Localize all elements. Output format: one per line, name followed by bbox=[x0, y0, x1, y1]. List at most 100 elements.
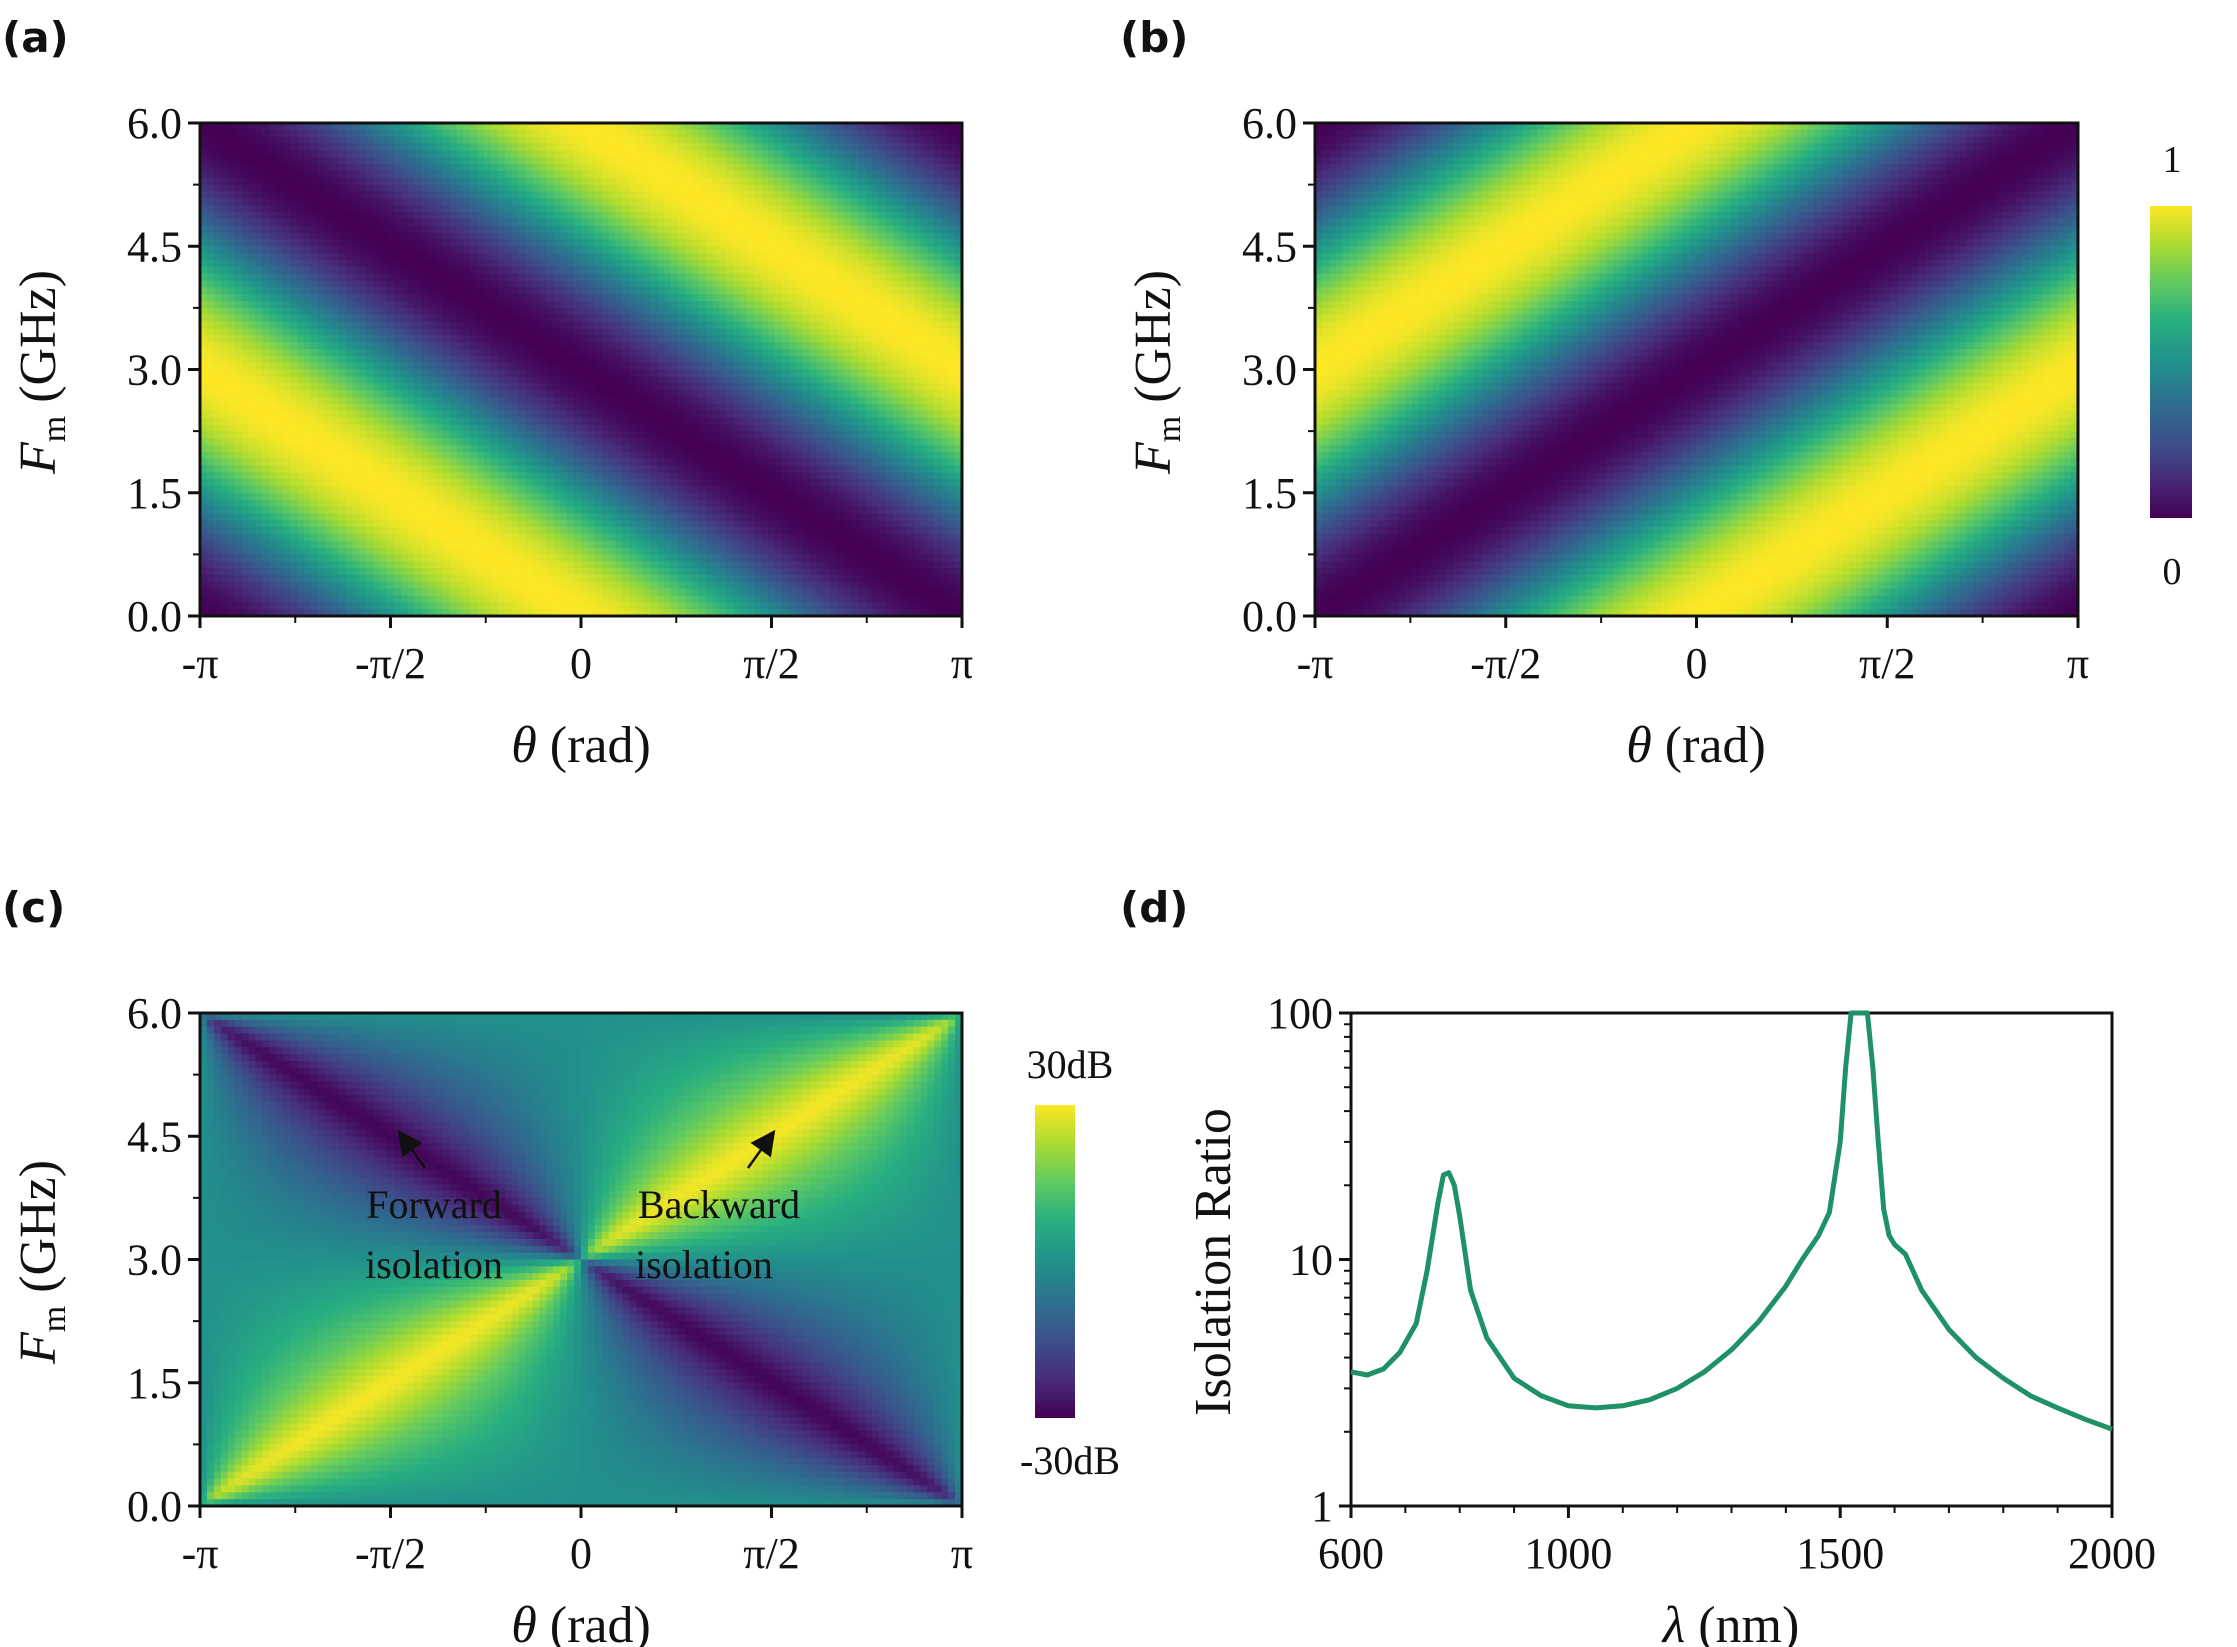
heatmap-cell bbox=[574, 259, 582, 268]
heatmap-cell bbox=[560, 410, 568, 419]
heatmap-cell bbox=[546, 342, 554, 350]
heatmap-cell bbox=[449, 396, 457, 405]
heatmap-cell bbox=[941, 157, 949, 165]
heatmap-cell bbox=[927, 246, 935, 254]
heatmap-cell bbox=[567, 294, 575, 302]
heatmap-cell bbox=[948, 239, 956, 247]
heatmap-cell bbox=[920, 383, 928, 391]
heatmap-cell bbox=[262, 164, 270, 172]
heatmap-cell bbox=[227, 198, 236, 206]
heatmap-cell bbox=[657, 390, 665, 398]
heatmap-cell bbox=[400, 239, 409, 247]
heatmap-cell bbox=[435, 390, 444, 398]
heatmap-cell bbox=[865, 143, 873, 151]
heatmap-cell bbox=[248, 335, 257, 343]
heatmap-cell bbox=[740, 280, 748, 288]
heatmap-cell bbox=[871, 266, 880, 275]
heatmap-cell bbox=[768, 383, 776, 391]
heatmap-cell bbox=[484, 273, 492, 282]
heatmap-cell bbox=[373, 225, 381, 234]
heatmap-cell bbox=[407, 410, 416, 419]
heatmap-cell bbox=[844, 328, 852, 336]
heatmap-cell bbox=[400, 307, 409, 316]
heatmap-cell bbox=[414, 403, 423, 412]
heatmap-cell bbox=[387, 253, 395, 261]
heatmap-cell bbox=[546, 246, 554, 254]
heatmap-cell bbox=[920, 253, 928, 261]
heatmap-cell bbox=[594, 396, 603, 405]
heatmap-cell bbox=[705, 259, 714, 268]
heatmap-cell bbox=[941, 396, 949, 405]
heatmap-cell bbox=[248, 123, 257, 131]
heatmap-cell bbox=[816, 157, 825, 165]
heatmap-cell bbox=[698, 143, 707, 151]
heatmap-cell bbox=[671, 301, 679, 309]
heatmap-cell bbox=[338, 157, 347, 165]
heatmap-cell bbox=[490, 170, 499, 179]
heatmap-cell bbox=[296, 355, 305, 364]
heatmap-cell bbox=[490, 417, 499, 425]
heatmap-cell bbox=[393, 157, 402, 165]
heatmap-cell bbox=[899, 369, 908, 377]
heatmap-cell bbox=[463, 170, 471, 179]
heatmap-cell bbox=[213, 266, 222, 275]
heatmap-cell bbox=[331, 396, 340, 405]
heatmap-cell bbox=[331, 403, 340, 412]
heatmap-cell bbox=[296, 280, 305, 288]
heatmap-cell bbox=[359, 301, 367, 309]
heatmap-cell bbox=[858, 164, 866, 172]
heatmap-cell bbox=[698, 239, 707, 247]
heatmap-cell bbox=[941, 410, 949, 419]
heatmap-cell bbox=[435, 342, 444, 350]
heatmap-cell bbox=[490, 164, 499, 172]
heatmap-cell bbox=[920, 301, 928, 309]
heatmap-cell bbox=[747, 157, 755, 165]
heatmap-cell bbox=[816, 170, 825, 179]
heatmap-cell bbox=[345, 348, 353, 357]
heatmap-cell bbox=[726, 348, 734, 357]
heatmap-cell bbox=[691, 143, 700, 151]
heatmap-cell bbox=[567, 157, 575, 165]
heatmap-cell bbox=[497, 239, 506, 247]
heatmap-cell bbox=[774, 362, 783, 371]
heatmap-cell bbox=[643, 396, 651, 405]
heatmap-cell bbox=[754, 259, 762, 268]
heatmap-cell bbox=[393, 424, 402, 432]
heatmap-cell bbox=[387, 307, 395, 316]
heatmap-cell bbox=[781, 246, 790, 254]
heatmap-cell bbox=[380, 218, 388, 227]
heatmap-cell bbox=[788, 143, 797, 151]
heatmap-cell bbox=[740, 129, 748, 138]
heatmap-cell bbox=[684, 383, 693, 391]
heatmap-cell bbox=[781, 212, 790, 220]
heatmap-cell bbox=[567, 410, 575, 419]
heatmap-cell bbox=[477, 191, 485, 199]
heatmap-cell bbox=[317, 205, 326, 213]
heatmap-cell bbox=[601, 342, 610, 350]
heatmap-cell bbox=[560, 253, 568, 261]
heatmap-cell bbox=[269, 218, 277, 227]
heatmap-cell bbox=[400, 184, 409, 193]
heatmap-cell bbox=[497, 266, 506, 275]
heatmap-cell bbox=[387, 383, 395, 391]
heatmap-cell bbox=[463, 273, 471, 282]
heatmap-cell bbox=[851, 403, 859, 412]
heatmap-cell bbox=[677, 328, 686, 336]
heatmap-cell bbox=[851, 410, 859, 419]
heatmap-cell bbox=[338, 259, 347, 268]
heatmap-cell bbox=[435, 129, 444, 138]
heatmap-cell bbox=[636, 328, 644, 336]
heatmap-cell bbox=[421, 246, 430, 254]
heatmap-cell bbox=[387, 232, 395, 241]
heatmap-cell bbox=[303, 294, 312, 302]
heatmap-cell bbox=[809, 287, 818, 295]
heatmap-cell bbox=[601, 253, 610, 261]
heatmap-cell bbox=[781, 170, 790, 179]
heatmap-cell bbox=[858, 184, 866, 193]
heatmap-cell bbox=[428, 266, 437, 275]
heatmap-cell bbox=[490, 239, 499, 247]
heatmap-cell bbox=[213, 246, 222, 254]
heatmap-cell bbox=[220, 150, 229, 158]
heatmap-cell bbox=[553, 376, 561, 384]
heatmap-cell bbox=[449, 259, 457, 268]
